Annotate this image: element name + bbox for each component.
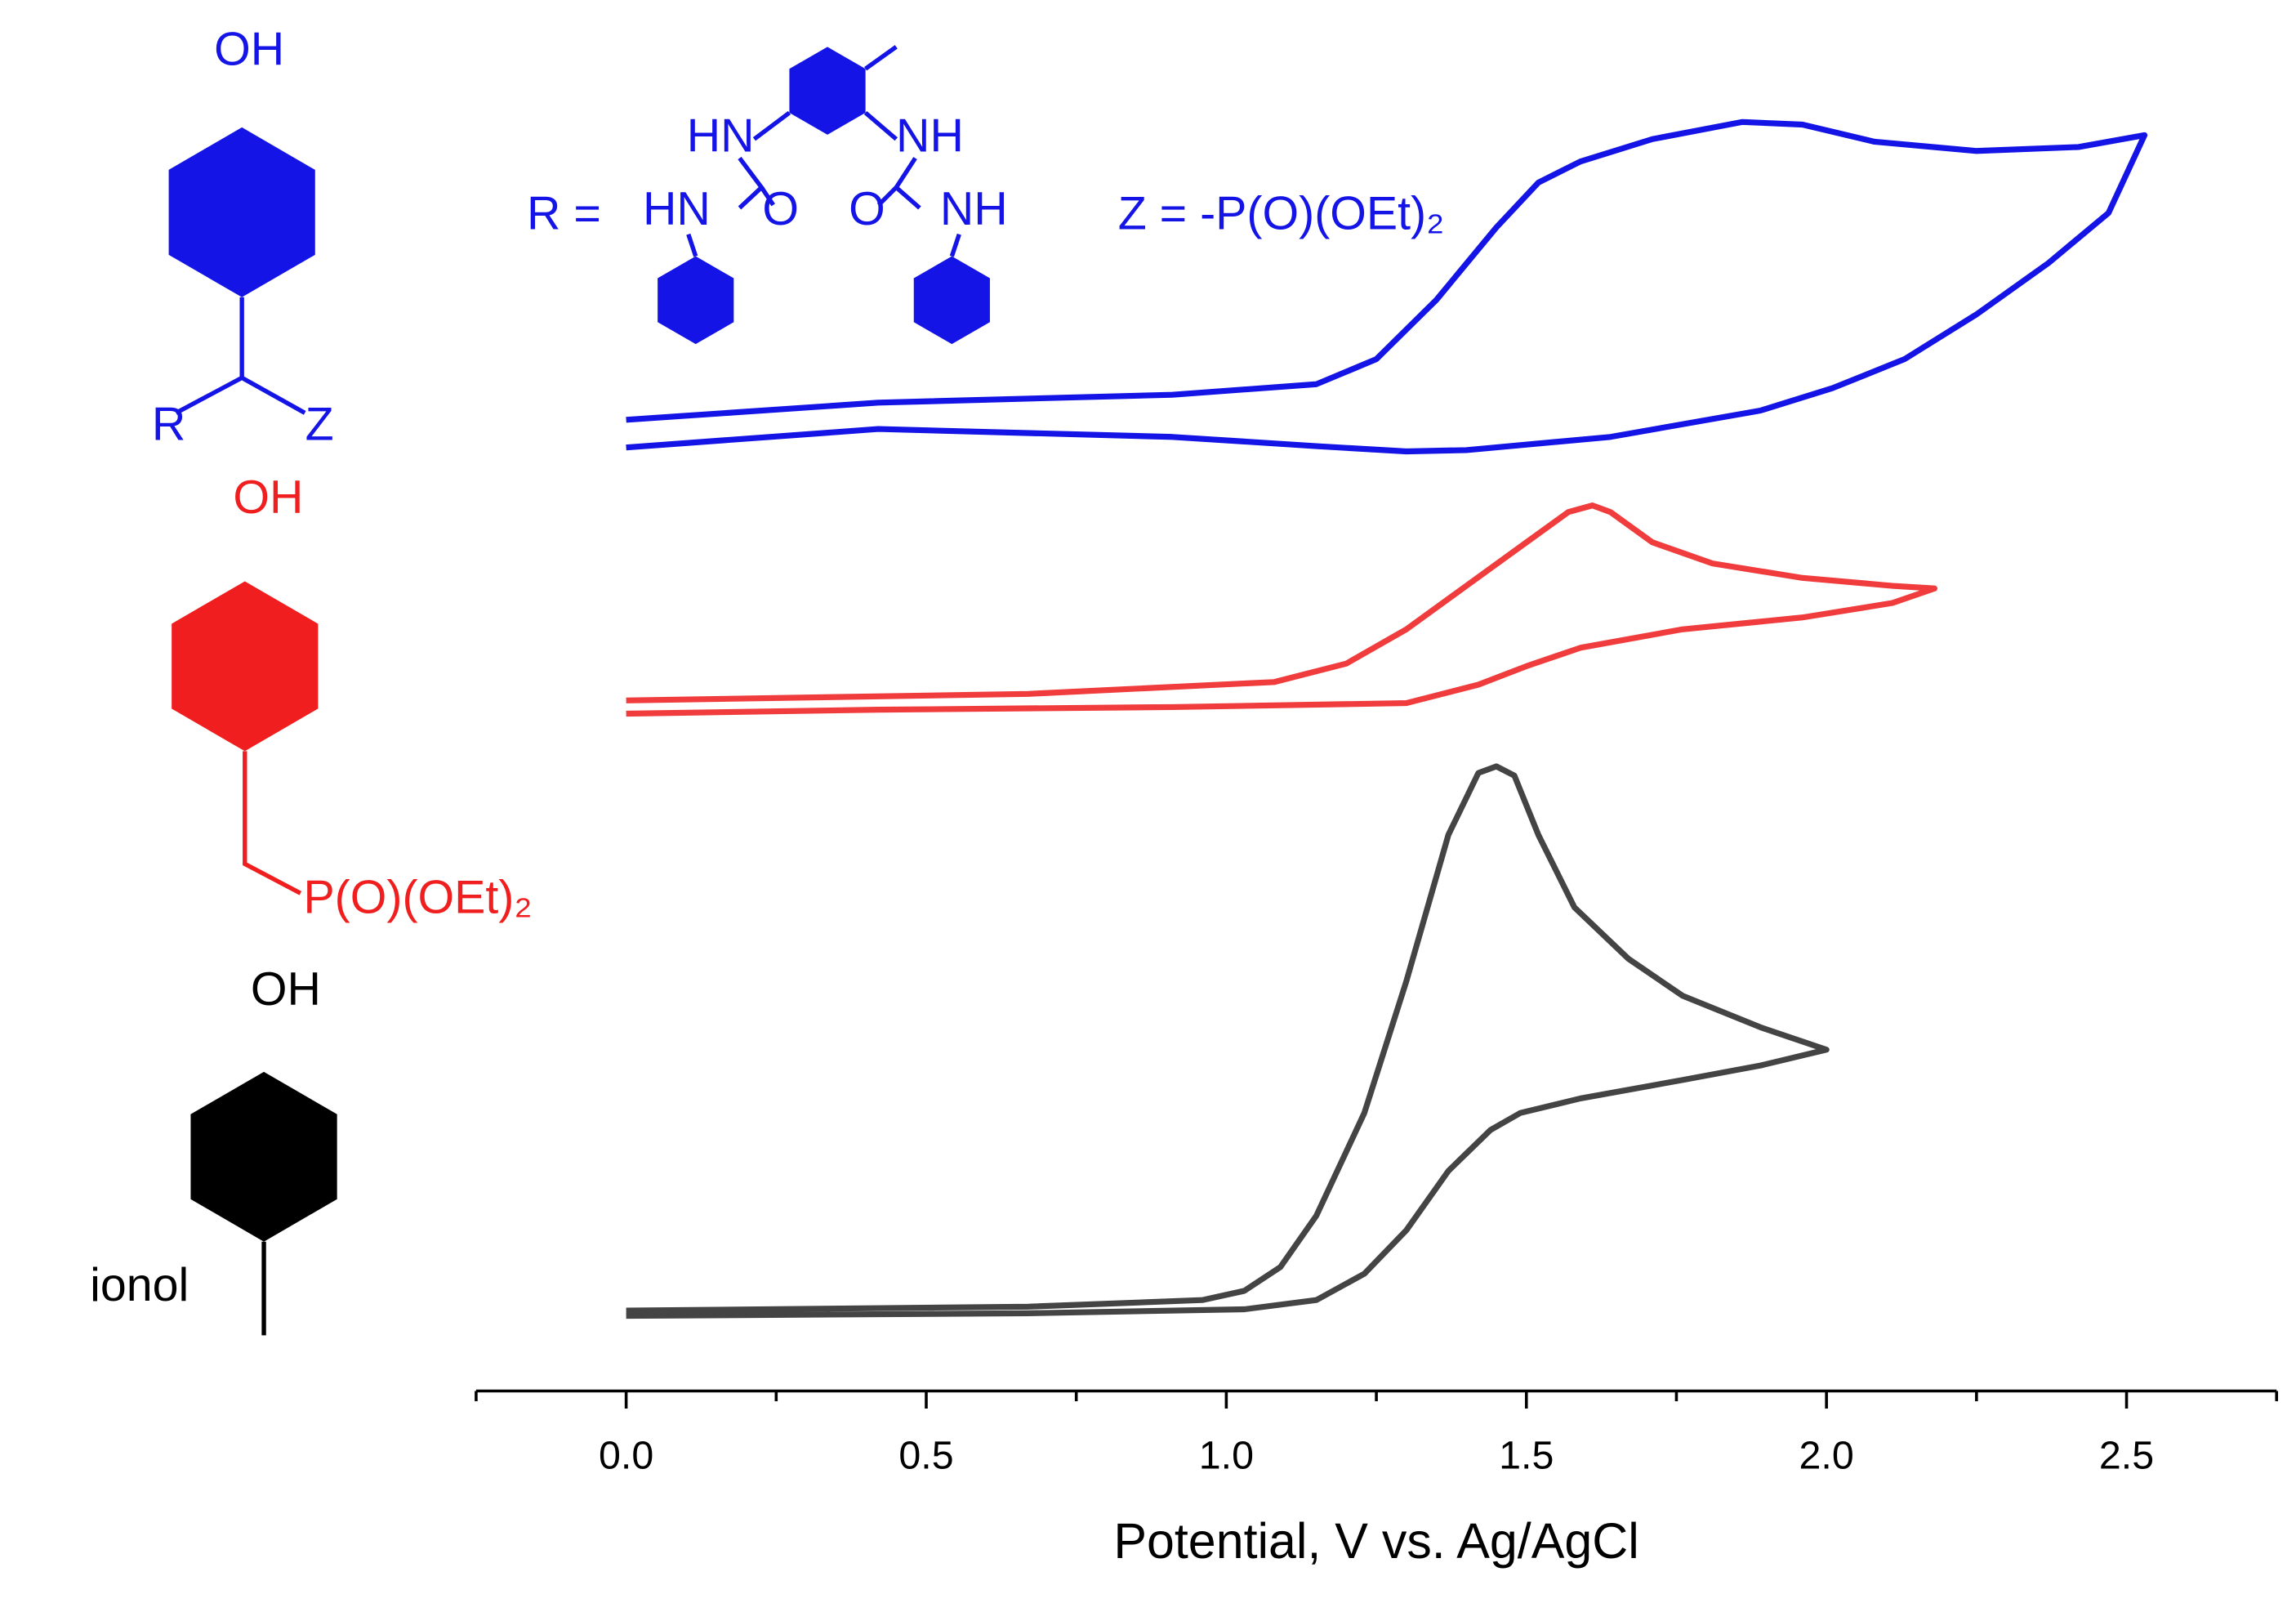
annotation: NH <box>896 109 964 162</box>
annotation: OH <box>251 963 321 1016</box>
annotation: OH <box>233 471 303 524</box>
annotation: OH <box>214 24 284 76</box>
annotation: HN <box>643 183 711 235</box>
x-tick-label: 2.5 <box>2099 1434 2154 1478</box>
x-tick-label: 1.5 <box>1499 1434 1554 1478</box>
annotation: R <box>152 398 185 450</box>
blue-structure: OH R Z R = HN NH HN O O NH Z = -P(O)(OEt… <box>22 24 1445 450</box>
annotation: R = <box>527 187 601 239</box>
x-tick-label: 2.0 <box>1799 1434 1854 1478</box>
cv-curve <box>626 763 1830 1319</box>
red-structure: OH P(O)(OEt)₂ <box>25 471 533 923</box>
annotation: O <box>849 183 885 235</box>
x-axis-title: Potential, V vs. Ag/AgCl <box>1113 1513 1638 1569</box>
x-tick-label: 1.0 <box>1199 1434 1254 1478</box>
annotation: NH <box>940 183 1008 235</box>
x-tick-label: 0.5 <box>898 1434 953 1478</box>
annotation: HN <box>687 109 755 162</box>
annotation: Z <box>305 398 334 450</box>
cv-curve <box>626 502 1937 717</box>
x-tick-label: 0.0 <box>599 1434 653 1478</box>
annotation: Z = -P(O)(OEt)₂ <box>1118 187 1445 239</box>
ionol-structure: OH ionol <box>44 963 484 1336</box>
annotation: P(O)(OEt)₂ <box>303 871 532 923</box>
annotation: ionol <box>90 1259 189 1311</box>
cv-curve <box>626 118 2148 455</box>
annotation: O <box>762 183 799 235</box>
